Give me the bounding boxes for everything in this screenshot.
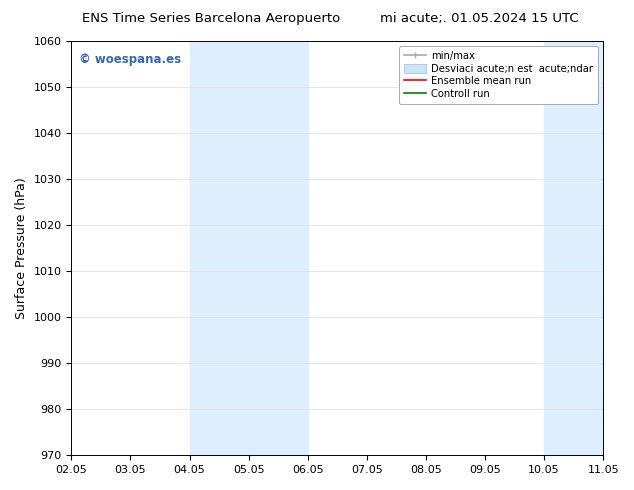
Bar bbox=[190, 41, 307, 455]
Text: © woespana.es: © woespana.es bbox=[79, 53, 181, 67]
Y-axis label: Surface Pressure (hPa): Surface Pressure (hPa) bbox=[15, 177, 28, 319]
Legend: min/max, Desviaci acute;n est  acute;ndar, Ensemble mean run, Controll run: min/max, Desviaci acute;n est acute;ndar… bbox=[399, 46, 598, 103]
Bar bbox=[544, 41, 603, 455]
Text: mi acute;. 01.05.2024 15 UTC: mi acute;. 01.05.2024 15 UTC bbox=[380, 12, 579, 25]
Text: ENS Time Series Barcelona Aeropuerto: ENS Time Series Barcelona Aeropuerto bbox=[82, 12, 340, 25]
